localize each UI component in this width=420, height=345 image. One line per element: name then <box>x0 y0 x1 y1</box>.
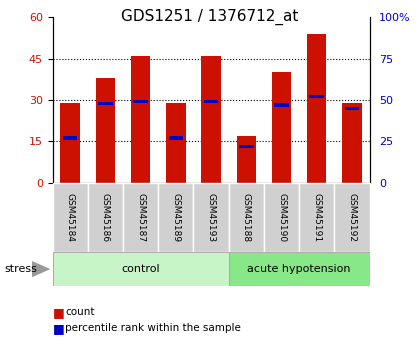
Text: GSM45188: GSM45188 <box>242 193 251 242</box>
Bar <box>342 103 362 183</box>
Bar <box>228 183 264 252</box>
Text: GSM45184: GSM45184 <box>66 193 75 242</box>
Bar <box>52 252 228 286</box>
Text: GSM45190: GSM45190 <box>277 193 286 242</box>
Text: count: count <box>65 307 94 317</box>
Bar <box>310 95 324 98</box>
Text: percentile rank within the sample: percentile rank within the sample <box>65 324 241 333</box>
Bar <box>307 34 326 183</box>
Bar <box>274 104 289 107</box>
Bar <box>131 56 150 183</box>
Bar <box>334 183 370 252</box>
Bar <box>158 183 194 252</box>
Bar <box>168 137 183 140</box>
Bar <box>272 72 291 183</box>
Text: GSM45192: GSM45192 <box>347 193 357 242</box>
Text: GDS1251 / 1376712_at: GDS1251 / 1376712_at <box>121 9 299 25</box>
Text: ■: ■ <box>52 322 64 335</box>
Bar <box>204 100 218 104</box>
Bar <box>88 183 123 252</box>
Bar <box>123 183 158 252</box>
Bar <box>345 107 359 110</box>
Bar <box>96 78 115 183</box>
Text: control: control <box>121 264 160 274</box>
Bar <box>201 56 221 183</box>
Bar <box>63 137 77 140</box>
Text: GSM45186: GSM45186 <box>101 193 110 242</box>
Text: acute hypotension: acute hypotension <box>247 264 351 274</box>
Bar <box>98 102 113 105</box>
Text: GSM45191: GSM45191 <box>312 193 321 242</box>
Text: ■: ■ <box>52 306 64 319</box>
Text: stress: stress <box>4 264 37 274</box>
Text: GSM45189: GSM45189 <box>171 193 180 242</box>
Bar <box>133 100 148 104</box>
Bar <box>264 183 299 252</box>
Bar <box>239 145 254 148</box>
Bar <box>166 103 186 183</box>
Bar <box>228 252 370 286</box>
Bar <box>236 136 256 183</box>
Text: GSM45193: GSM45193 <box>207 193 215 242</box>
Polygon shape <box>32 261 50 277</box>
Bar <box>299 183 334 252</box>
Bar <box>194 183 228 252</box>
Bar <box>60 103 80 183</box>
Bar <box>52 183 88 252</box>
Text: GSM45187: GSM45187 <box>136 193 145 242</box>
